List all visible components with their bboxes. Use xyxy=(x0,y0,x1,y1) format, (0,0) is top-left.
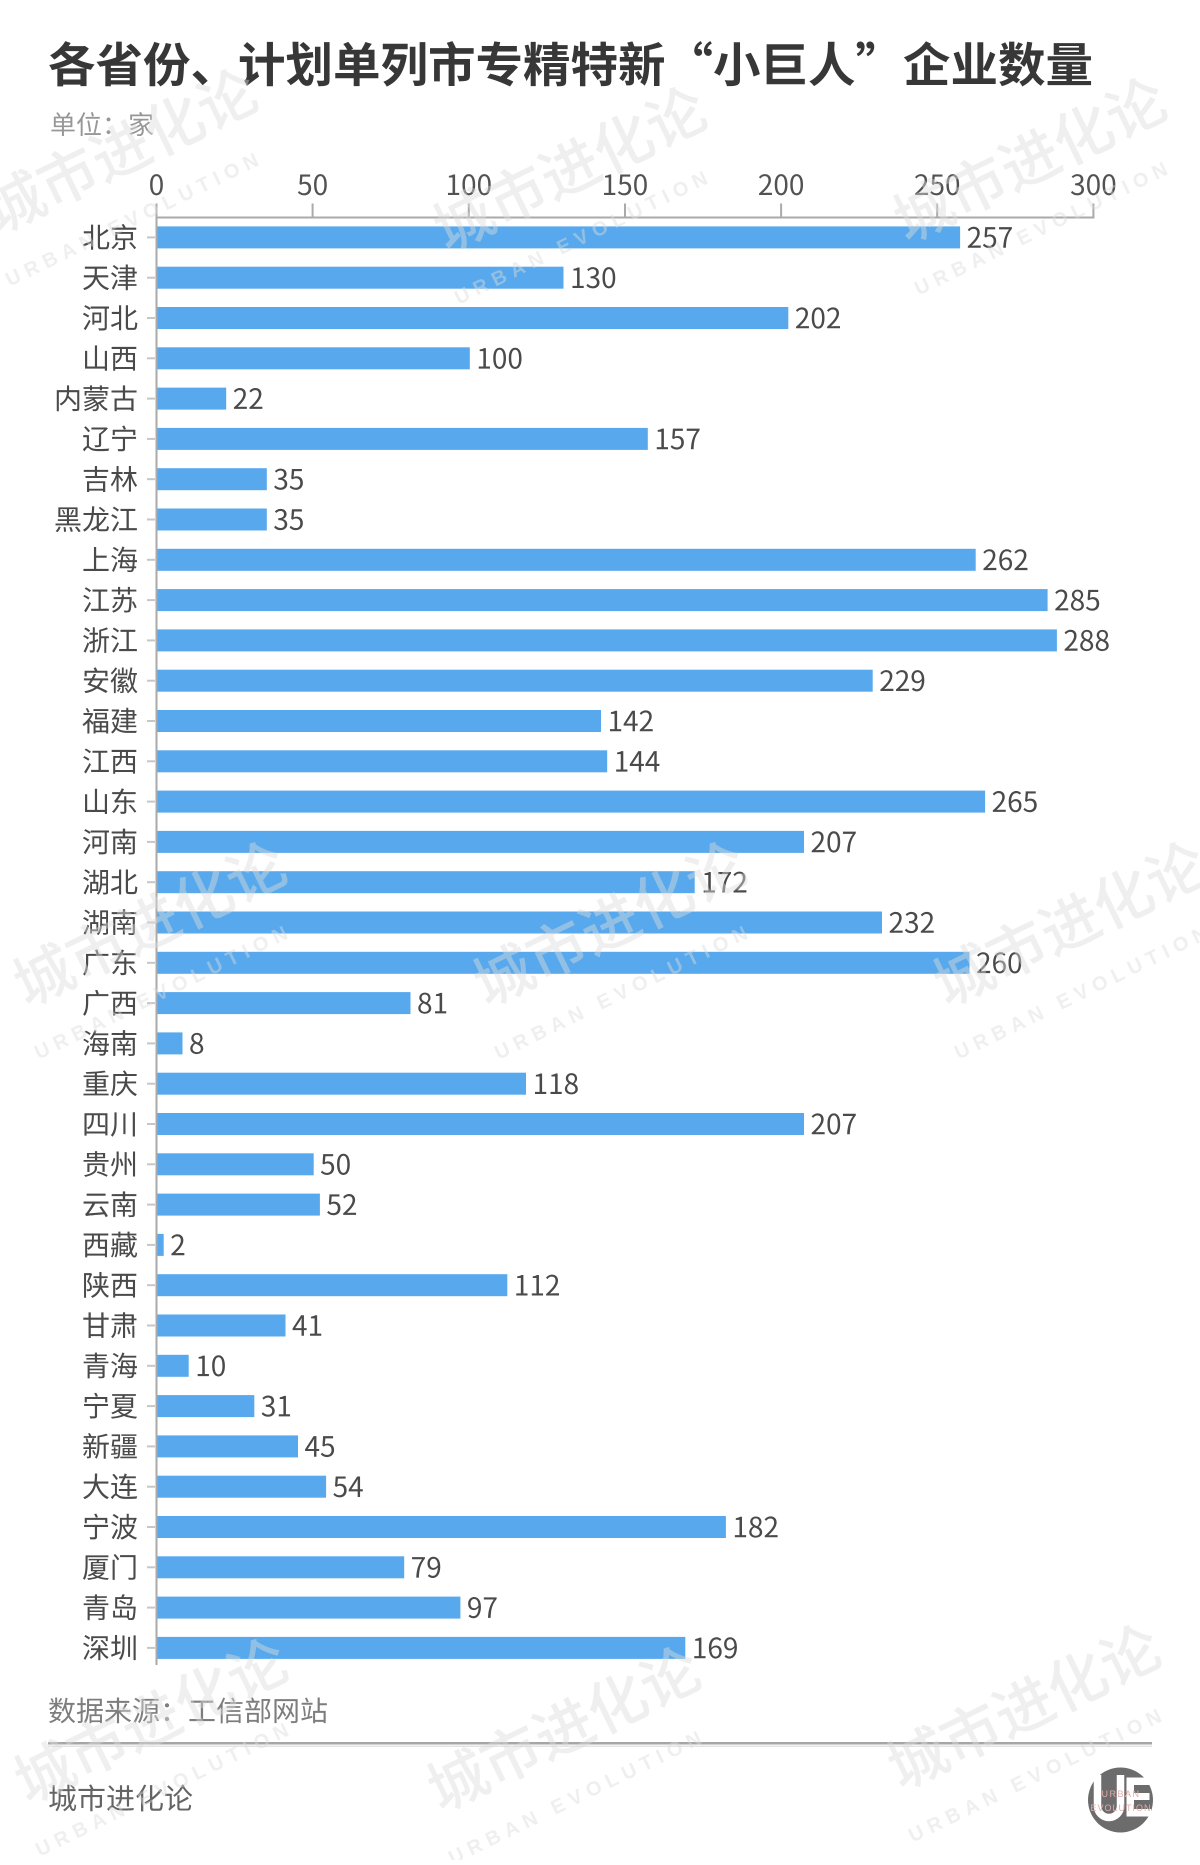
svg-text:URBAN: URBAN xyxy=(1101,1789,1140,1799)
svg-text:EVOLUTION: EVOLUTION xyxy=(1090,1803,1151,1813)
